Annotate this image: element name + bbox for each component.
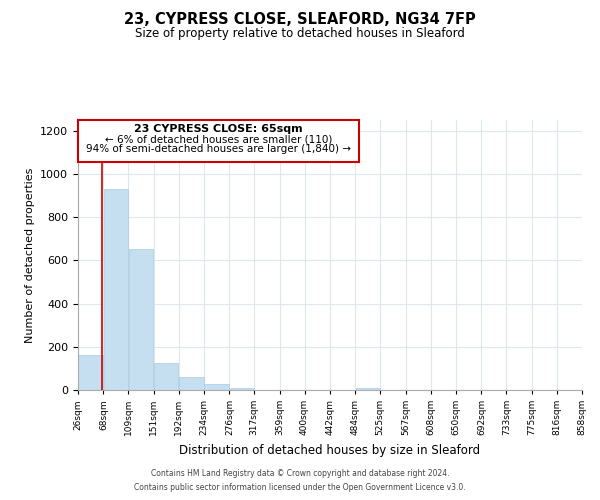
Bar [154, 363, 178, 390]
Bar [179, 377, 203, 390]
Bar [230, 388, 254, 390]
Bar [104, 189, 128, 390]
Bar [128, 248, 154, 390]
Bar [356, 388, 380, 390]
Bar [79, 356, 103, 390]
Text: 23 CYPRESS CLOSE: 65sqm: 23 CYPRESS CLOSE: 65sqm [134, 124, 303, 134]
Text: ← 6% of detached houses are smaller (110): ← 6% of detached houses are smaller (110… [105, 134, 332, 144]
Text: 23, CYPRESS CLOSE, SLEAFORD, NG34 7FP: 23, CYPRESS CLOSE, SLEAFORD, NG34 7FP [124, 12, 476, 28]
Text: Contains public sector information licensed under the Open Government Licence v3: Contains public sector information licen… [134, 484, 466, 492]
X-axis label: Distribution of detached houses by size in Sleaford: Distribution of detached houses by size … [179, 444, 481, 456]
Bar [205, 384, 229, 390]
FancyBboxPatch shape [78, 120, 359, 162]
Text: Contains HM Land Registry data © Crown copyright and database right 2024.: Contains HM Land Registry data © Crown c… [151, 468, 449, 477]
Y-axis label: Number of detached properties: Number of detached properties [25, 168, 35, 342]
Text: 94% of semi-detached houses are larger (1,840) →: 94% of semi-detached houses are larger (… [86, 144, 351, 154]
Text: Size of property relative to detached houses in Sleaford: Size of property relative to detached ho… [135, 28, 465, 40]
